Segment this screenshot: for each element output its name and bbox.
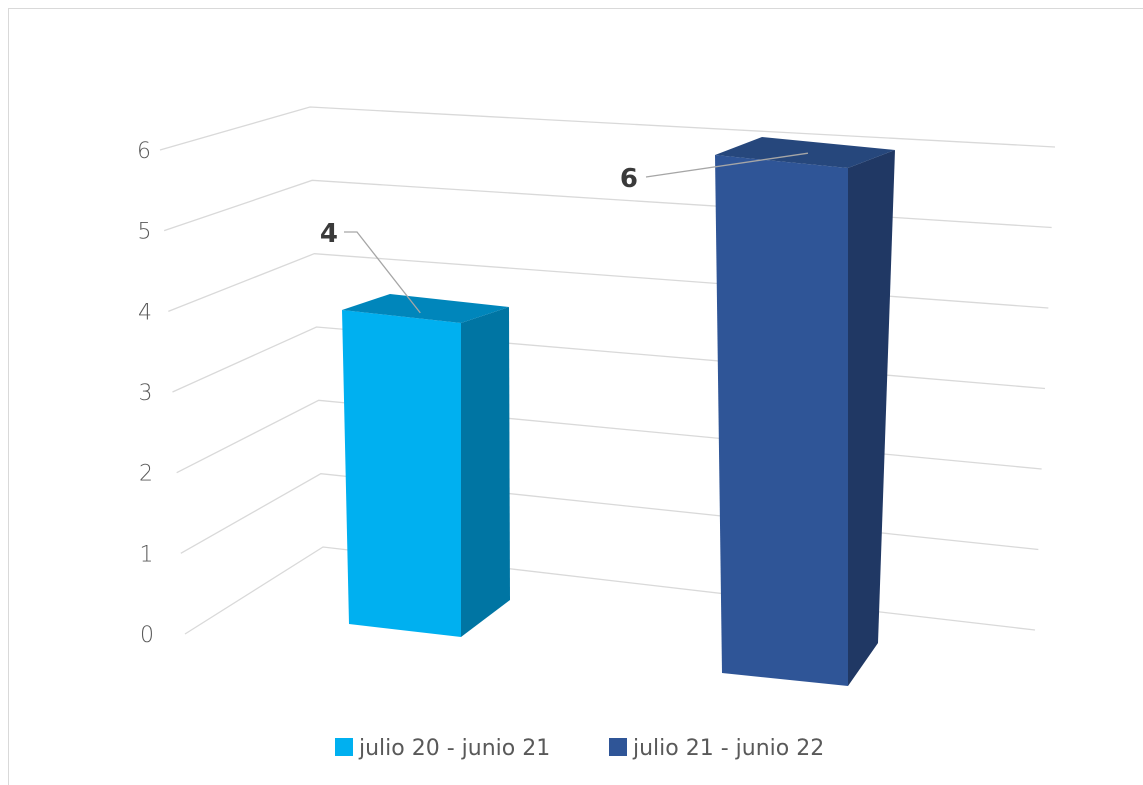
leader-line: [645, 152, 809, 178]
y-axis-ticks: 0 1 2 3 4 5 6: [137, 139, 154, 648]
y-tick-label: 5: [138, 220, 152, 245]
gridline: [172, 326, 1046, 393]
y-tick-label: 1: [140, 542, 154, 567]
data-labels: 46: [320, 152, 809, 314]
bar-front: [342, 310, 461, 637]
data-label: 4: [320, 219, 338, 249]
chart-frame: [8, 8, 1143, 785]
bar: [342, 294, 510, 637]
legend-swatch: [335, 738, 353, 756]
y-tick-label: 6: [137, 139, 151, 164]
bar: [715, 137, 895, 686]
bar-side: [461, 307, 510, 637]
bar-front: [715, 155, 848, 686]
legend: julio 20 - junio 21 julio 21 - junio 22: [335, 736, 824, 761]
gridline: [168, 253, 1049, 312]
gridline: [176, 399, 1042, 474]
legend-item: julio 21 - junio 22: [609, 736, 824, 761]
legend-swatch: [609, 738, 627, 756]
bars: [342, 137, 895, 686]
leader-line: [344, 231, 421, 314]
y-tick-label: 0: [140, 623, 154, 648]
gridline: [159, 106, 1056, 151]
y-tick-label: 4: [138, 300, 152, 325]
gridlines: [159, 106, 1056, 635]
bar-top: [342, 294, 509, 323]
legend-item: julio 20 - junio 21: [335, 736, 550, 761]
y-tick-label: 2: [139, 462, 153, 487]
gridline: [163, 179, 1052, 232]
legend-label: julio 21 - junio 22: [632, 736, 824, 761]
gridline: [180, 472, 1039, 554]
bar-top: [715, 137, 895, 168]
gridline: [184, 546, 1036, 635]
legend-label: julio 20 - junio 21: [358, 736, 550, 761]
bar-side: [848, 150, 895, 686]
data-label: 6: [620, 164, 638, 194]
y-tick-label: 3: [139, 381, 153, 406]
